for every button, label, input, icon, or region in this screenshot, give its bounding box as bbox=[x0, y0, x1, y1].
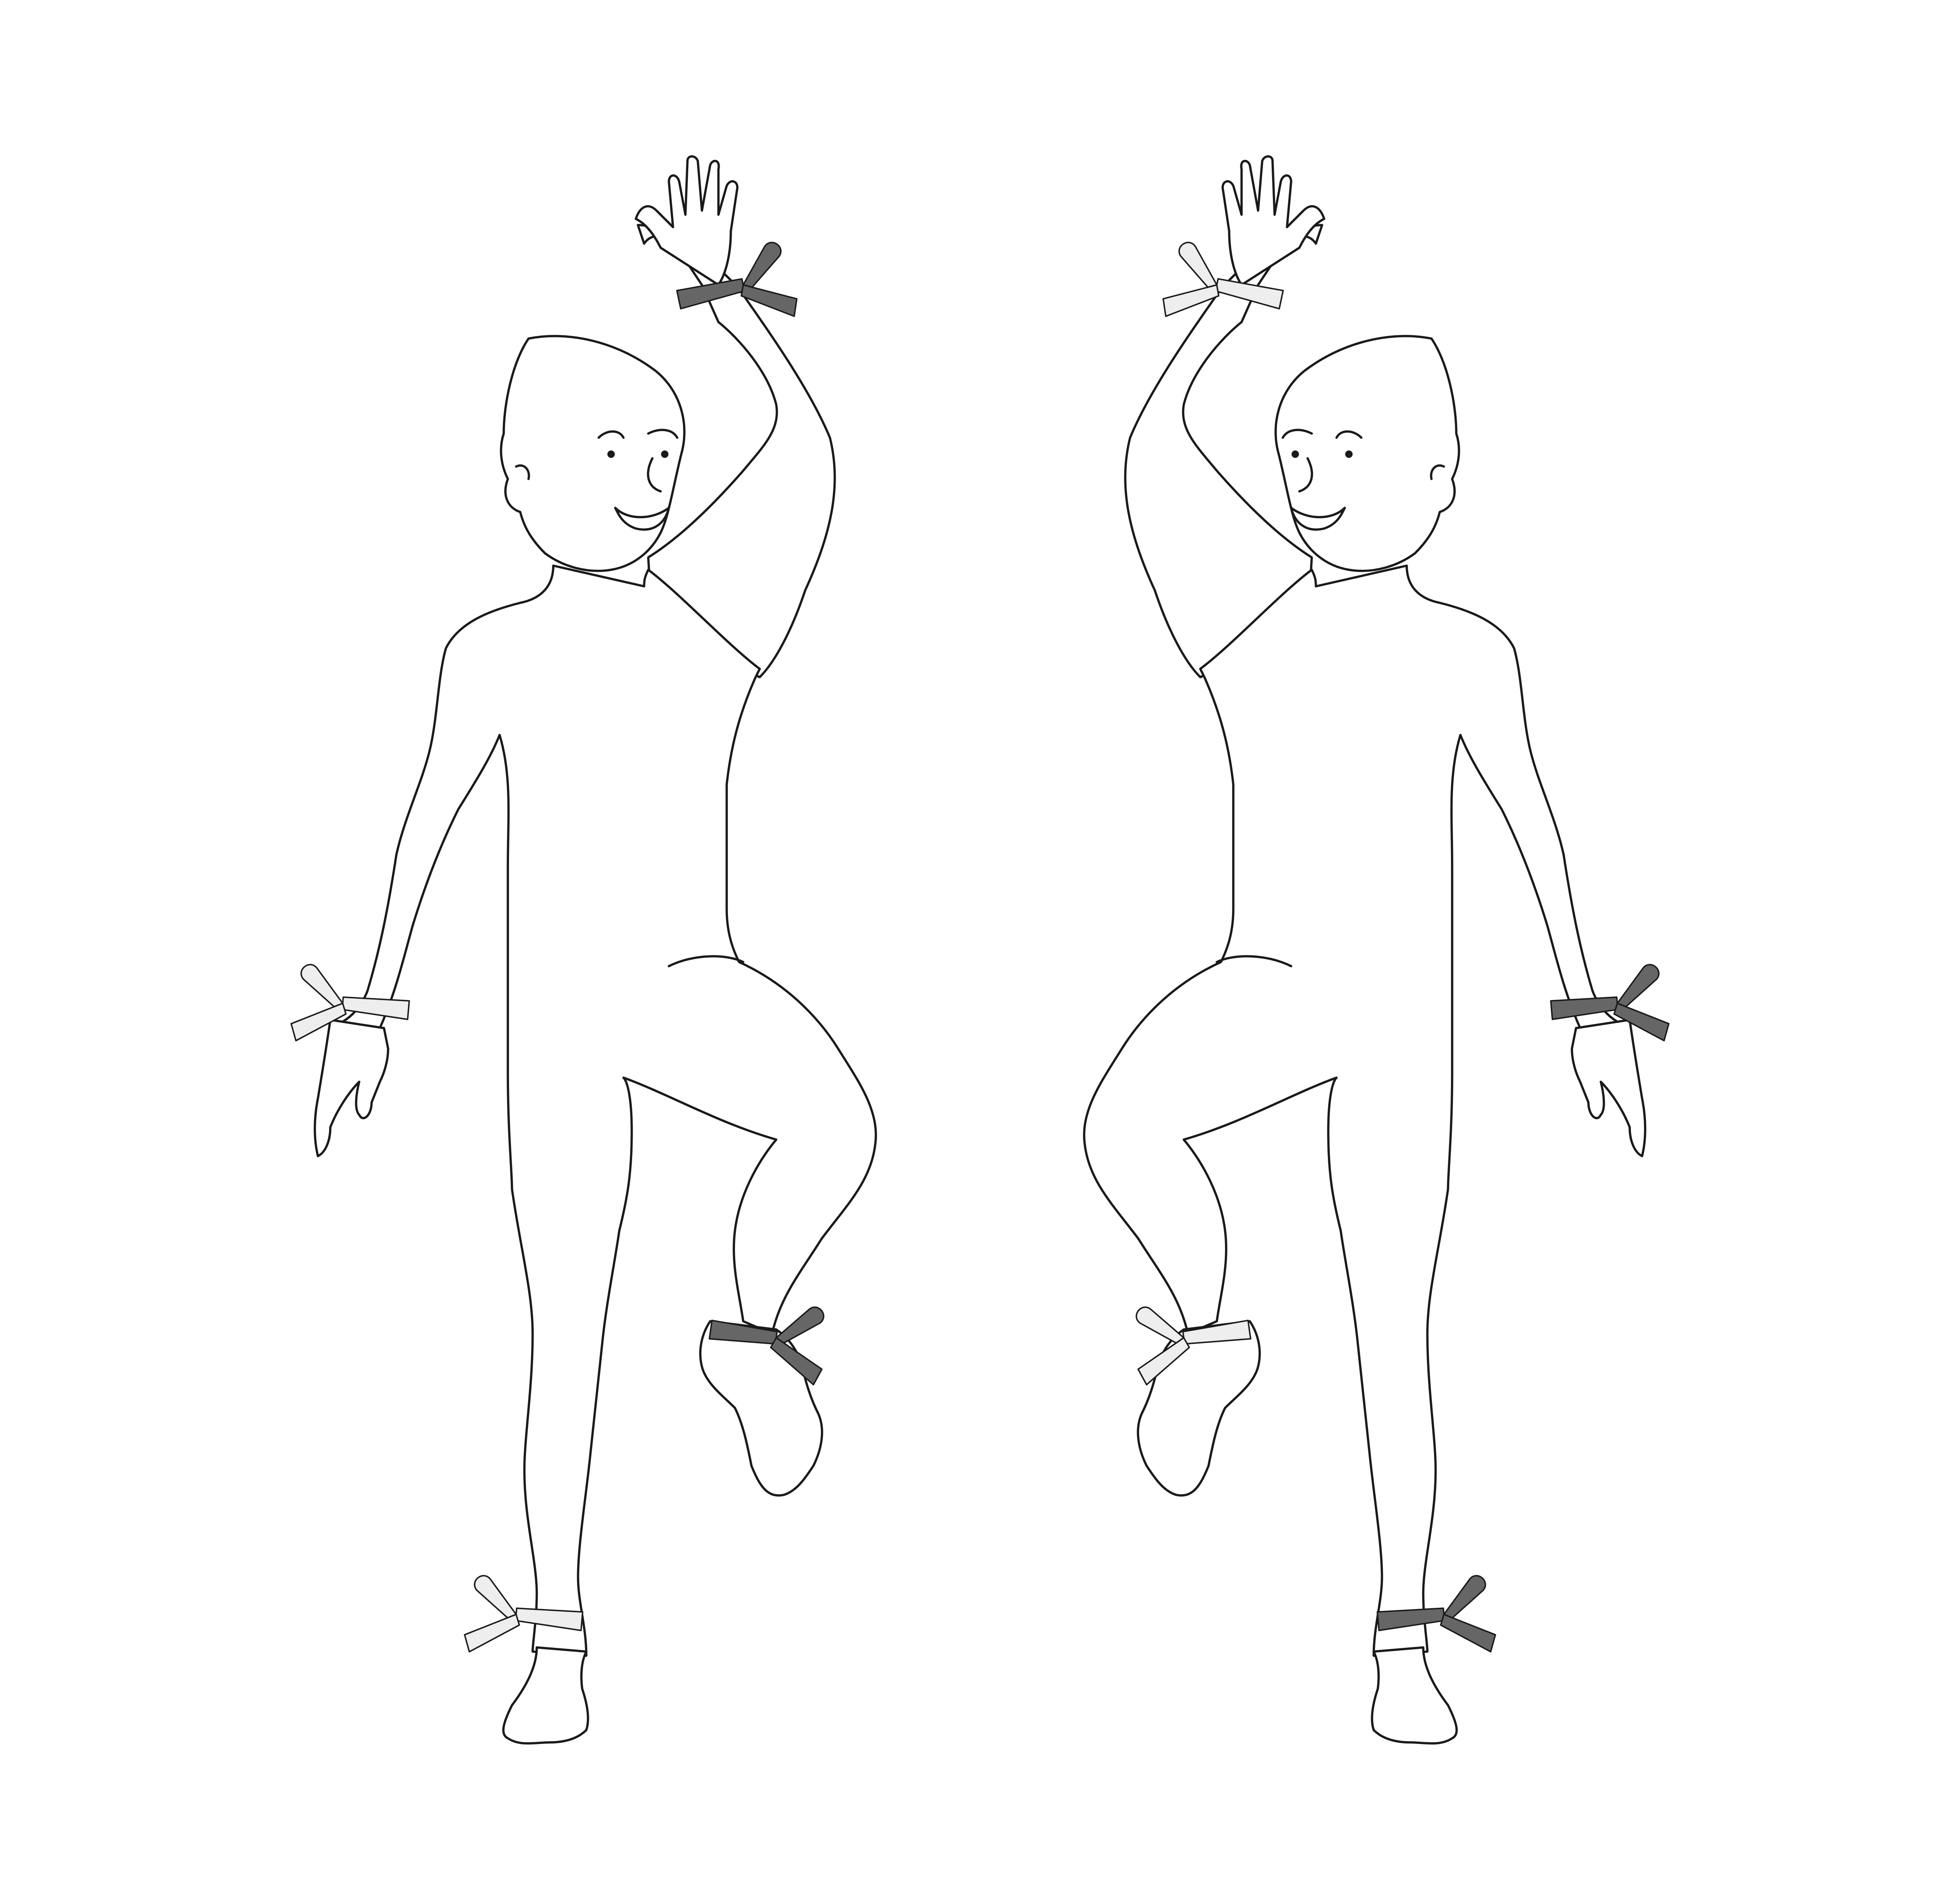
left-figure-body bbox=[315, 156, 876, 1744]
right-figure bbox=[1084, 156, 1671, 1744]
left-figure bbox=[289, 156, 876, 1744]
right-figure-body bbox=[1084, 156, 1645, 1744]
